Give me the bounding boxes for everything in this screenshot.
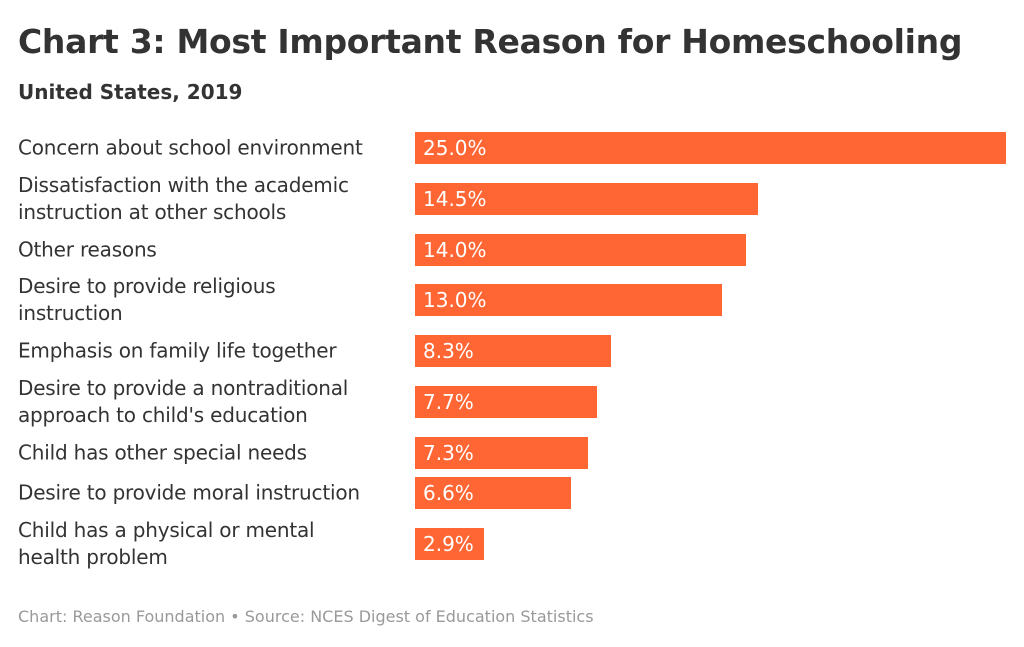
- value-label: 7.7%: [423, 390, 474, 414]
- bar-row: Other reasons 14.0%: [0, 234, 1024, 266]
- category-label: Dissatisfaction with the academic instru…: [18, 173, 349, 224]
- bar: [415, 477, 572, 509]
- value-label: 7.3%: [423, 441, 474, 465]
- bar-row: Desire to provide religious instruction 1…: [0, 274, 1024, 325]
- category-label: Desire to provide moral instruction: [18, 480, 360, 505]
- category-label: Concern about school environment: [18, 135, 363, 160]
- category-label: Other reasons: [18, 237, 157, 262]
- bar: [415, 132, 1006, 164]
- bar: [415, 437, 588, 469]
- bar-row: Dissatisfaction with the academic instru…: [0, 173, 1024, 224]
- bar-row: Desire to provide moral instruction 6.6%: [0, 477, 1024, 509]
- chart-subtitle: United States, 2019: [18, 80, 243, 104]
- value-label: 13.0%: [423, 288, 487, 312]
- bar: [415, 386, 598, 418]
- bar-row: Concern about school environment 25.0%: [0, 132, 1024, 164]
- value-label: 14.0%: [423, 238, 487, 262]
- category-label: Child has a physical or mental health pr…: [18, 518, 315, 569]
- bar: [415, 528, 484, 560]
- chart-title: Chart 3: Most Important Reason for Homes…: [18, 22, 963, 61]
- bar: [415, 284, 723, 316]
- source-footer: Chart: Reason Foundation • Source: NCES …: [18, 607, 594, 626]
- value-label: 6.6%: [423, 481, 474, 505]
- bar-row: Child has a physical or mental health pr…: [0, 518, 1024, 569]
- bar-row: Emphasis on family life together 8.3%: [0, 335, 1024, 367]
- bar-row: Child has other special needs 7.3%: [0, 437, 1024, 469]
- bar-row: Desire to provide a nontraditional appro…: [0, 376, 1024, 427]
- value-label: 25.0%: [423, 136, 487, 160]
- category-label: Child has other special needs: [18, 440, 307, 465]
- bar: [415, 335, 612, 367]
- bar: [415, 234, 746, 266]
- value-label: 14.5%: [423, 187, 487, 211]
- category-label: Desire to provide a nontraditional appro…: [18, 376, 349, 427]
- bar: [415, 183, 758, 215]
- value-label: 8.3%: [423, 339, 474, 363]
- value-label: 2.9%: [423, 532, 474, 556]
- category-label: Emphasis on family life together: [18, 338, 337, 363]
- category-label: Desire to provide religious instruction: [18, 274, 276, 325]
